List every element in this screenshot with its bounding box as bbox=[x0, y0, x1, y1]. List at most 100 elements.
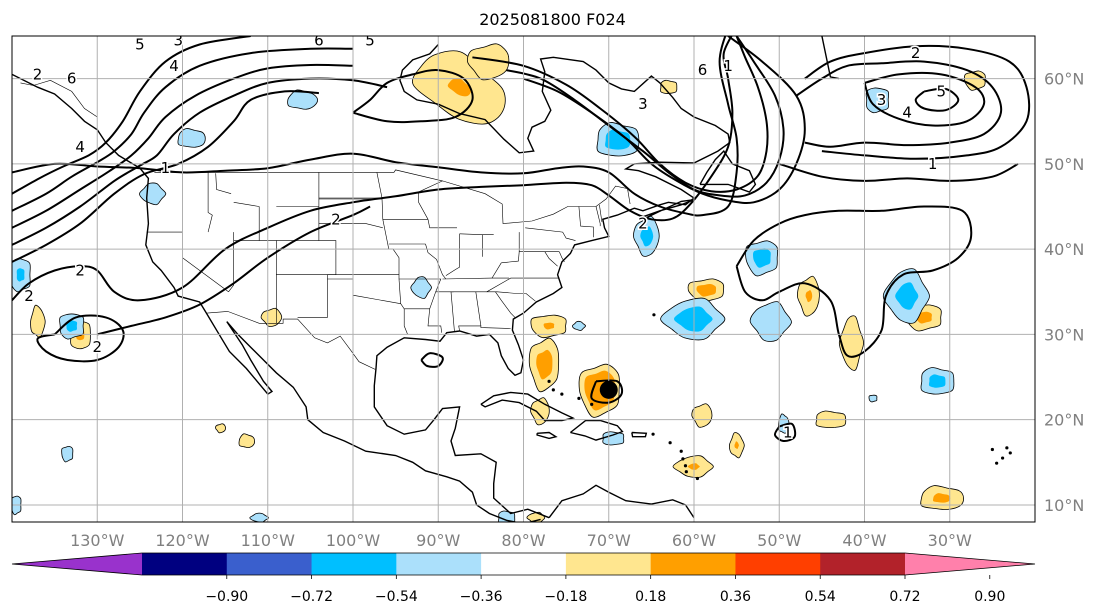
longitude-label: 90°W bbox=[416, 531, 460, 550]
island bbox=[1008, 451, 1012, 455]
border-line bbox=[486, 291, 536, 302]
colorbar-label: −0.18 bbox=[544, 589, 587, 605]
colorbar-label: −0.90 bbox=[205, 589, 248, 605]
border-line bbox=[445, 233, 460, 276]
hurricane-marker bbox=[599, 380, 618, 399]
anomaly-core bbox=[928, 374, 946, 388]
anomaly-outer bbox=[177, 128, 206, 148]
longitude-label: 70°W bbox=[587, 531, 631, 550]
anomaly-core bbox=[673, 306, 713, 332]
contour-label: 6 bbox=[67, 70, 77, 88]
map-title: 2025081800 F024 bbox=[479, 10, 626, 29]
island bbox=[577, 396, 581, 400]
border-line bbox=[458, 325, 511, 332]
border-line bbox=[544, 251, 558, 267]
anomaly-core bbox=[543, 322, 555, 330]
anomaly-core bbox=[640, 226, 654, 247]
border-line bbox=[233, 202, 260, 207]
colorbar: −0.90 −0.72 −0.54 −0.36 −0.18 0.18 0.36 0.54 0.7… bbox=[11, 552, 1036, 605]
island bbox=[684, 470, 688, 474]
anomaly-blob bbox=[660, 79, 678, 94]
anomaly-blob bbox=[691, 403, 713, 428]
anomaly-outer bbox=[238, 433, 256, 449]
border-line bbox=[599, 204, 603, 222]
border-line bbox=[376, 172, 408, 335]
border-line bbox=[228, 232, 234, 292]
latitude-ticks: 60°N 50°N 40°N 30°N 20°N 10°N bbox=[1044, 70, 1084, 515]
border-line bbox=[425, 243, 447, 280]
island bbox=[695, 476, 700, 481]
coastline bbox=[821, 36, 840, 80]
anomaly-outer bbox=[61, 445, 74, 463]
coastline bbox=[569, 419, 624, 441]
anomaly-blob bbox=[728, 432, 745, 459]
contour-label: 2 bbox=[92, 338, 102, 356]
anomaly-outer bbox=[602, 431, 625, 446]
island bbox=[679, 449, 683, 453]
anomaly-blob bbox=[749, 301, 792, 342]
contour-line bbox=[12, 36, 739, 217]
contour-line bbox=[795, 60, 1003, 148]
contour-label: 4 bbox=[169, 57, 179, 75]
latitude-label: 60°N bbox=[1044, 70, 1084, 89]
border-line bbox=[525, 227, 576, 241]
contour-line bbox=[12, 36, 734, 302]
contour-label: 6 bbox=[698, 61, 708, 79]
colorbar-outline bbox=[11, 552, 1036, 576]
colorbar-label: −0.36 bbox=[460, 589, 503, 605]
longitude-ticks: 130°W 120°W 110°W 100°W 90°W 80°W 70°W 60°W 50°W… bbox=[70, 531, 972, 550]
anomaly-outer bbox=[410, 276, 432, 299]
anomaly-blob bbox=[139, 182, 167, 206]
border-line bbox=[418, 180, 443, 220]
latitude-label: 40°N bbox=[1044, 240, 1084, 259]
colorbar-segment bbox=[820, 553, 906, 575]
island bbox=[681, 457, 685, 461]
island bbox=[990, 447, 994, 452]
colorbar-segment bbox=[735, 553, 821, 575]
colorbar-segment bbox=[565, 553, 652, 575]
colorbar-segment bbox=[226, 553, 313, 575]
colorbar-segment bbox=[311, 553, 397, 575]
contour-label: 2 bbox=[33, 65, 43, 83]
anomaly-blob bbox=[12, 258, 31, 293]
latitude-label: 20°N bbox=[1044, 411, 1084, 430]
border-line bbox=[435, 277, 560, 293]
border-line bbox=[501, 251, 520, 264]
longitude-label: 100°W bbox=[326, 531, 381, 550]
island bbox=[551, 388, 555, 392]
contour-label: 4 bbox=[902, 104, 912, 122]
contour-label: 2 bbox=[24, 287, 34, 305]
colorbar-label: 0.18 bbox=[635, 589, 666, 605]
island bbox=[1001, 456, 1005, 460]
map-frame bbox=[11, 35, 1036, 523]
anomaly-outer bbox=[865, 87, 890, 114]
longitude-label: 30°W bbox=[928, 531, 972, 550]
longitude-label: 60°W bbox=[672, 531, 716, 550]
longitude-label: 40°W bbox=[842, 531, 886, 550]
colorbar-extend-low bbox=[12, 553, 142, 575]
longitude-label: 130°W bbox=[70, 531, 125, 550]
island bbox=[1005, 446, 1009, 450]
latitude-label: 30°N bbox=[1044, 325, 1084, 344]
height-contours bbox=[12, 36, 1031, 443]
anomaly-blob bbox=[660, 297, 726, 341]
border-line bbox=[595, 206, 601, 227]
contour-line bbox=[420, 352, 444, 368]
contour-label: 5 bbox=[135, 36, 145, 54]
anomaly-outer bbox=[571, 320, 587, 331]
coastline bbox=[536, 431, 558, 440]
graticule bbox=[12, 36, 1035, 522]
anomaly-blob bbox=[59, 313, 85, 340]
anomaly-blob bbox=[868, 394, 878, 403]
contour-line bbox=[36, 314, 125, 363]
anomaly-blob bbox=[528, 337, 560, 393]
contour-label: 2 bbox=[911, 44, 921, 62]
anomaly-core bbox=[734, 441, 739, 450]
anomaly-blob bbox=[778, 413, 790, 434]
anomaly-blob bbox=[61, 445, 74, 463]
anomaly-blob bbox=[920, 367, 955, 395]
anomaly-core bbox=[536, 349, 553, 380]
anomaly-outer bbox=[660, 79, 678, 94]
border-line bbox=[215, 173, 232, 194]
contour-line bbox=[12, 63, 354, 229]
